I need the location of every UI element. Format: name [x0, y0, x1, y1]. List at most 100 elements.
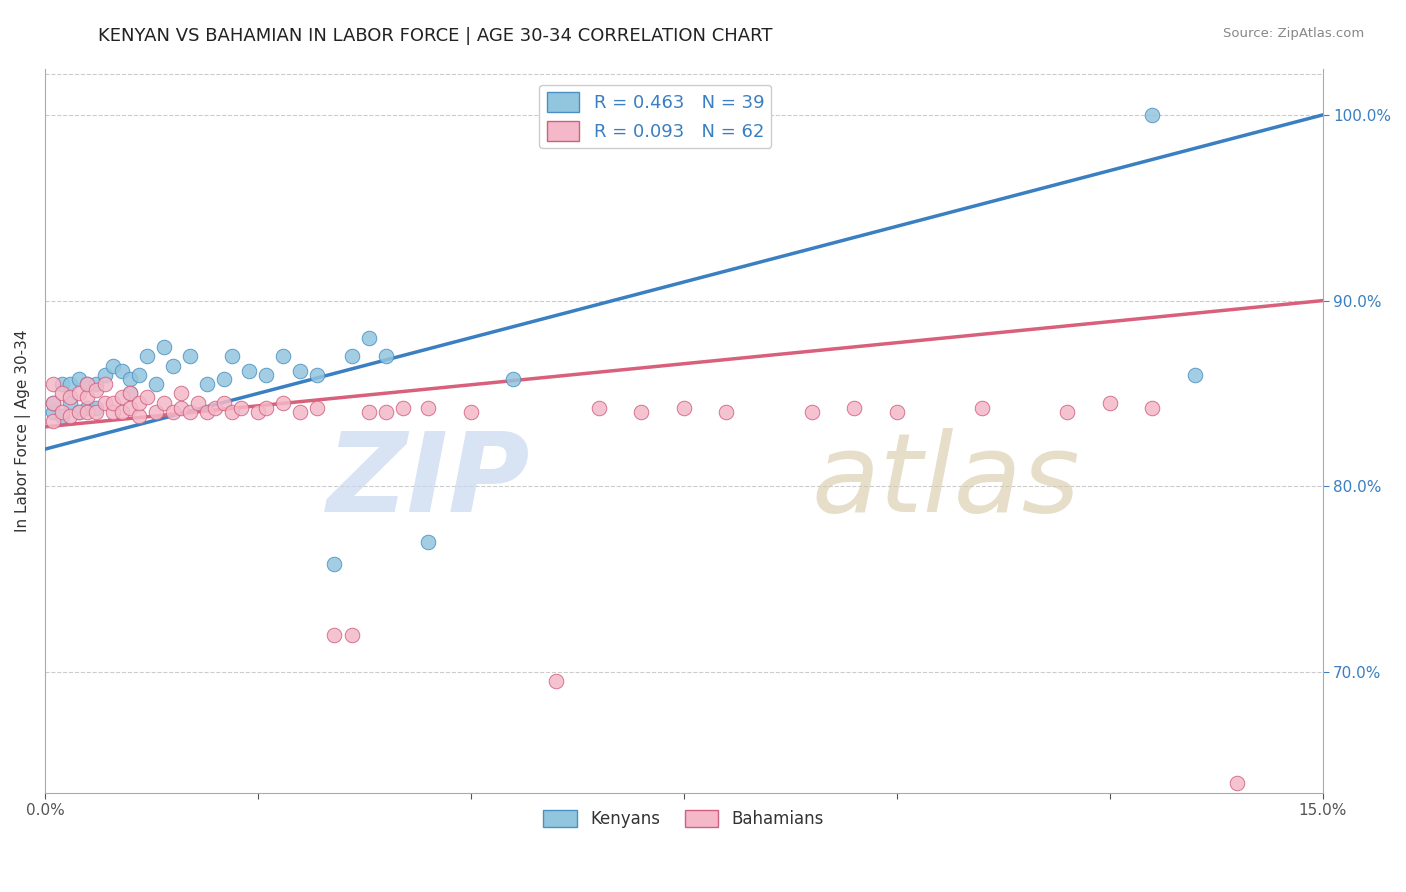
Point [136, 349, 159, 363]
Point [120, 371, 142, 385]
Point [204, 401, 226, 416]
Point [145, 405, 167, 419]
Point [1226, 776, 1249, 790]
Legend: Kenyans, Bahamians: Kenyans, Bahamians [537, 804, 831, 835]
Point [162, 359, 184, 373]
Point [42, 395, 65, 409]
Point [970, 401, 993, 416]
Point [307, 368, 329, 382]
Point [212, 395, 235, 409]
Point [42, 405, 65, 419]
Point [842, 401, 865, 416]
Point [110, 364, 132, 378]
Text: Source: ZipAtlas.com: Source: ZipAtlas.com [1223, 27, 1364, 40]
Point [1184, 368, 1206, 382]
Point [84, 401, 107, 416]
Point [187, 395, 209, 409]
Point [716, 405, 738, 419]
Point [120, 386, 142, 401]
Point [136, 390, 159, 404]
Point [93, 368, 115, 382]
Point [170, 386, 193, 401]
Point [145, 377, 167, 392]
Point [460, 405, 482, 419]
Point [84, 377, 107, 392]
Point [588, 401, 610, 416]
Point [84, 405, 107, 419]
Point [128, 409, 150, 423]
Point [76, 401, 98, 416]
Point [195, 377, 218, 392]
Point [254, 368, 277, 382]
Point [42, 377, 65, 392]
Point [42, 395, 65, 409]
Point [374, 349, 396, 363]
Point [886, 405, 908, 419]
Point [76, 377, 98, 392]
Point [290, 364, 312, 378]
Point [76, 377, 98, 392]
Point [101, 359, 124, 373]
Point [307, 401, 329, 416]
Point [67, 386, 90, 401]
Point [323, 628, 346, 642]
Point [67, 405, 90, 419]
Point [162, 405, 184, 419]
Point [153, 340, 176, 354]
Point [93, 395, 115, 409]
Text: KENYAN VS BAHAMIAN IN LABOR FORCE | AGE 30-34 CORRELATION CHART: KENYAN VS BAHAMIAN IN LABOR FORCE | AGE … [98, 27, 773, 45]
Point [59, 390, 82, 404]
Point [229, 401, 252, 416]
Point [128, 395, 150, 409]
Point [59, 395, 82, 409]
Point [1056, 405, 1078, 419]
Point [51, 377, 73, 392]
Point [1098, 395, 1121, 409]
Point [101, 405, 124, 419]
Point [59, 409, 82, 423]
Point [51, 386, 73, 401]
Point [76, 405, 98, 419]
Point [357, 405, 380, 419]
Point [340, 628, 363, 642]
Point [179, 405, 201, 419]
Point [323, 558, 346, 572]
Point [67, 371, 90, 385]
Point [238, 364, 260, 378]
Point [93, 377, 115, 392]
Point [110, 390, 132, 404]
Point [254, 401, 277, 416]
Point [1142, 108, 1164, 122]
Point [374, 405, 396, 419]
Point [418, 401, 440, 416]
Point [273, 349, 295, 363]
Point [221, 405, 243, 419]
Point [246, 405, 269, 419]
Point [101, 395, 124, 409]
Point [672, 401, 695, 416]
Point [391, 401, 413, 416]
Point [273, 395, 295, 409]
Point [42, 414, 65, 428]
Point [212, 371, 235, 385]
Point [800, 405, 823, 419]
Point [51, 405, 73, 419]
Point [59, 377, 82, 392]
Point [340, 349, 363, 363]
Point [1142, 401, 1164, 416]
Point [120, 401, 142, 416]
Text: atlas: atlas [811, 428, 1080, 535]
Point [418, 535, 440, 549]
Point [120, 386, 142, 401]
Point [128, 368, 150, 382]
Point [110, 405, 132, 419]
Point [221, 349, 243, 363]
Point [84, 383, 107, 397]
Point [630, 405, 652, 419]
Point [290, 405, 312, 419]
Point [195, 405, 218, 419]
Point [51, 409, 73, 423]
Text: ZIP: ZIP [328, 428, 530, 535]
Point [67, 405, 90, 419]
Point [153, 395, 176, 409]
